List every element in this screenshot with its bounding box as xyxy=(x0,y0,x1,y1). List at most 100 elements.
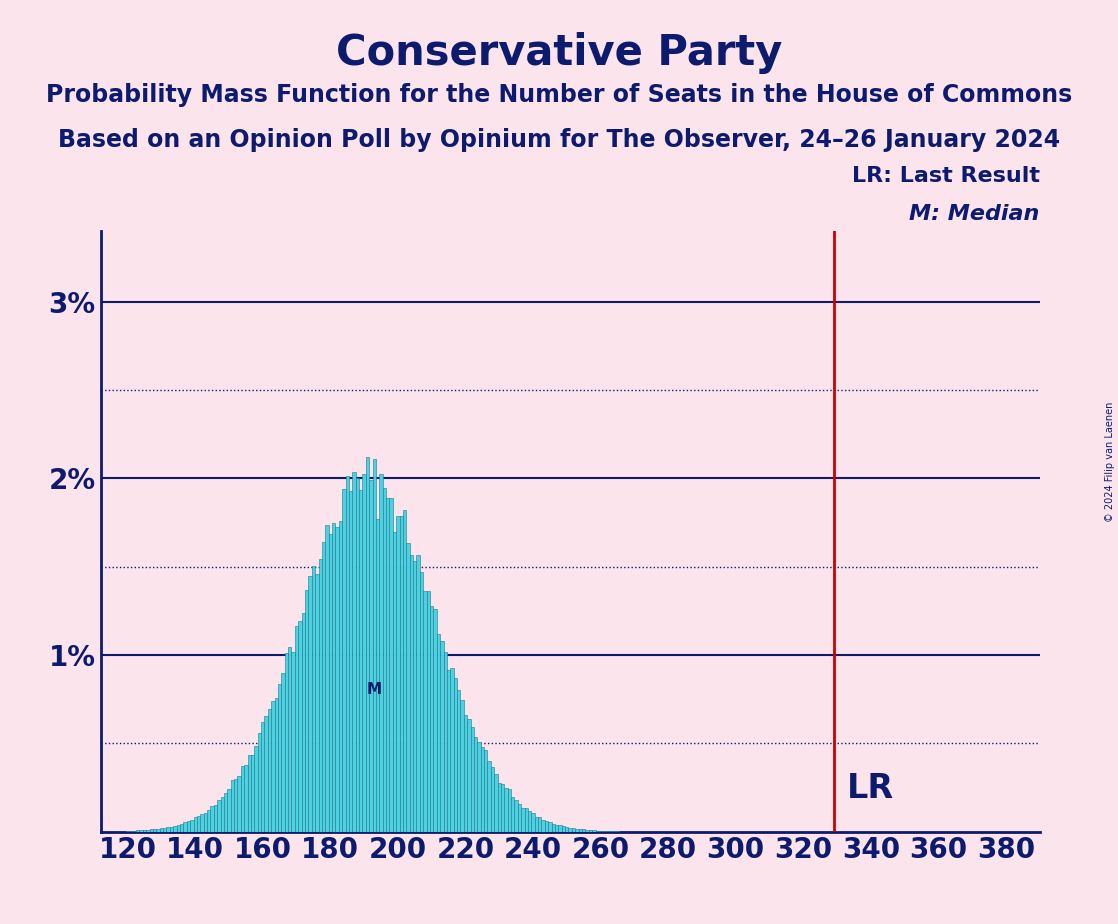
Bar xyxy=(565,827,568,832)
Bar xyxy=(487,761,491,832)
Bar xyxy=(464,715,467,832)
Bar xyxy=(160,828,163,832)
Bar xyxy=(309,576,312,832)
Bar xyxy=(325,526,329,832)
Bar xyxy=(596,831,599,832)
Bar xyxy=(413,561,417,832)
Bar xyxy=(214,805,217,832)
Bar xyxy=(427,591,430,832)
Bar xyxy=(230,780,234,832)
Bar xyxy=(544,821,548,832)
Bar xyxy=(362,474,366,832)
Bar xyxy=(183,822,187,832)
Bar xyxy=(494,773,498,832)
Bar xyxy=(514,800,518,832)
Bar xyxy=(292,652,295,832)
Bar xyxy=(572,829,576,832)
Bar xyxy=(454,678,457,832)
Text: Probability Mass Function for the Number of Seats in the House of Commons: Probability Mass Function for the Number… xyxy=(46,83,1072,107)
Bar xyxy=(447,670,451,832)
Bar xyxy=(227,789,230,832)
Bar xyxy=(457,689,461,832)
Bar xyxy=(262,723,265,832)
Bar xyxy=(376,519,379,832)
Bar xyxy=(288,647,292,832)
Bar xyxy=(593,831,596,832)
Bar xyxy=(200,814,203,832)
Bar xyxy=(319,559,322,832)
Bar xyxy=(430,606,434,832)
Text: LR: Last Result: LR: Last Result xyxy=(852,165,1040,186)
Bar xyxy=(491,767,494,832)
Bar xyxy=(538,817,541,832)
Bar xyxy=(389,498,392,832)
Bar xyxy=(240,766,244,832)
Bar xyxy=(498,783,501,832)
Bar xyxy=(382,489,386,832)
Bar xyxy=(379,474,382,832)
Bar xyxy=(250,755,254,832)
Bar xyxy=(444,652,447,832)
Bar xyxy=(511,796,514,832)
Bar xyxy=(193,817,197,832)
Bar xyxy=(224,793,227,832)
Bar xyxy=(406,543,409,832)
Bar xyxy=(451,668,454,832)
Bar xyxy=(180,824,183,832)
Bar xyxy=(244,765,247,832)
Bar xyxy=(322,542,325,832)
Bar xyxy=(369,480,372,832)
Bar xyxy=(268,709,272,832)
Bar xyxy=(402,510,406,832)
Bar xyxy=(481,748,484,832)
Bar xyxy=(349,491,352,832)
Bar xyxy=(471,727,474,832)
Bar xyxy=(237,776,240,832)
Bar xyxy=(272,700,275,832)
Bar xyxy=(551,824,555,832)
Bar xyxy=(440,641,444,832)
Bar xyxy=(197,816,200,832)
Bar xyxy=(548,821,551,832)
Bar xyxy=(339,521,342,832)
Bar xyxy=(335,527,339,832)
Bar xyxy=(586,830,589,832)
Bar xyxy=(501,784,504,832)
Bar xyxy=(187,821,190,832)
Bar xyxy=(345,476,349,832)
Bar xyxy=(150,830,153,832)
Bar xyxy=(143,830,146,832)
Bar xyxy=(140,831,143,832)
Bar xyxy=(589,830,593,832)
Bar xyxy=(561,826,565,832)
Text: © 2024 Filip van Laenen: © 2024 Filip van Laenen xyxy=(1106,402,1115,522)
Bar xyxy=(220,797,224,832)
Bar xyxy=(521,808,524,832)
Bar xyxy=(207,809,210,832)
Text: Conservative Party: Conservative Party xyxy=(335,32,783,74)
Bar xyxy=(342,489,345,832)
Bar xyxy=(275,699,278,832)
Bar xyxy=(359,490,362,832)
Bar xyxy=(177,825,180,832)
Bar xyxy=(278,685,282,832)
Bar xyxy=(599,831,603,832)
Bar xyxy=(386,498,389,832)
Bar xyxy=(170,827,173,832)
Bar xyxy=(417,555,420,832)
Bar xyxy=(203,813,207,832)
Bar xyxy=(190,821,193,832)
Bar xyxy=(518,804,521,832)
Bar xyxy=(579,829,582,832)
Bar xyxy=(399,516,402,832)
Bar xyxy=(329,534,332,832)
Text: M: Median: M: Median xyxy=(909,204,1040,225)
Bar xyxy=(173,826,177,832)
Bar xyxy=(302,613,305,832)
Bar xyxy=(372,458,376,832)
Bar xyxy=(299,621,302,832)
Bar xyxy=(437,634,440,832)
Bar xyxy=(409,555,413,832)
Bar xyxy=(366,457,369,832)
Bar xyxy=(524,808,528,832)
